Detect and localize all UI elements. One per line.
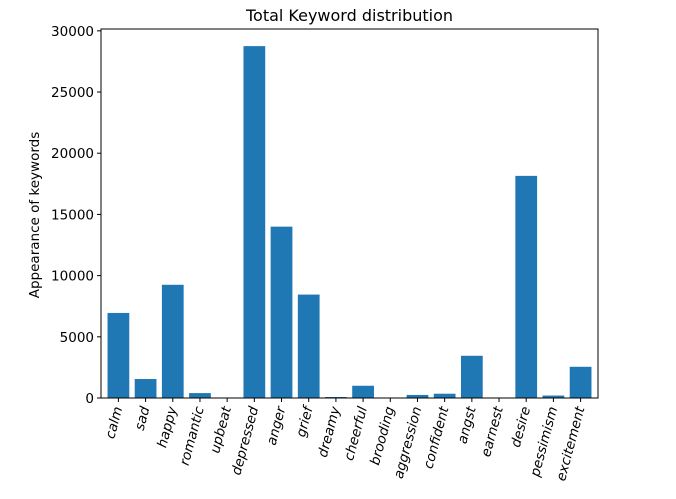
bar-calm: [107, 312, 130, 398]
y-tick-label: 15000: [51, 207, 94, 223]
x-tick-label-sad: sad: [132, 404, 154, 432]
chart-title: Total Keyword distribution: [245, 6, 453, 25]
bar-excitement: [569, 366, 592, 398]
bar-grief: [297, 294, 320, 398]
y-tick-label: 20000: [51, 146, 94, 162]
y-axis-label: Appearance of keywords: [27, 132, 43, 299]
y-tick-label: 10000: [51, 269, 94, 285]
y-tick-label: 5000: [60, 330, 94, 346]
y-tick-label: 25000: [51, 85, 94, 101]
bar-aggression: [406, 394, 429, 398]
bar-desire: [515, 175, 538, 398]
y-axis-ticks: 0 5000 10000 15000 20000 25000 30000: [51, 24, 101, 407]
plot-frame: [100, 28, 599, 399]
bar-depressed: [243, 46, 266, 398]
bar-angst: [460, 355, 483, 398]
bar-happy: [161, 284, 184, 398]
bars: [107, 46, 592, 398]
y-tick-label: 0: [85, 391, 94, 407]
bar-anger: [270, 226, 293, 398]
bar-confident: [433, 393, 456, 398]
y-tick-label: 30000: [51, 24, 94, 40]
bar-sad: [134, 379, 157, 398]
bar-romantic: [189, 393, 211, 398]
bar-cheerful: [352, 385, 374, 398]
bar-pessimism: [542, 395, 565, 398]
